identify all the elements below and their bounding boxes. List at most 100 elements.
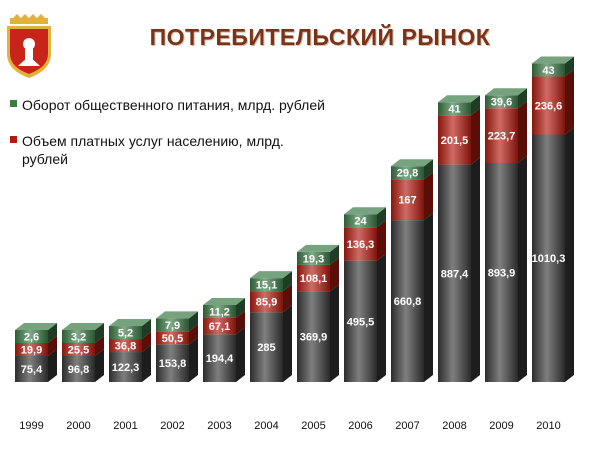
data-label: 25,5 [68,345,89,357]
bar-segment [297,251,330,265]
bar-segment-side [424,172,433,221]
bar-segment-side [189,337,198,382]
bar-stack: 369,9 108,1 19,3 [297,244,339,382]
data-label: 136,3 [347,239,375,251]
bar-segment [485,95,518,109]
data-label: 223,7 [488,131,516,143]
bar-top [391,159,433,167]
data-label: 285 [257,342,275,354]
bar-top [156,311,198,319]
bar-segment-side [565,127,574,382]
bar-segment-side [189,324,198,345]
bar-segment [109,339,142,353]
bar-segment [344,214,377,228]
data-label: 167 [398,195,416,207]
data-label: 96,8 [68,364,89,376]
bar-segment-side [283,305,292,382]
bar-segment-side [330,244,339,265]
data-label: 15,1 [256,280,277,292]
bar-segment [203,317,236,335]
bar-top [485,88,527,96]
x-tick-label: 2000 [66,420,90,432]
bar-segment-side [377,207,386,228]
bar-segment-side [518,156,527,382]
bar-segment-side [471,157,480,382]
bar-stack: 893,9 223,7 39,6 [485,88,527,382]
bar-segment-side [565,56,574,77]
bar-segment [156,331,189,345]
data-label: 194,4 [206,353,234,365]
bar-segment-side [142,345,151,382]
bar-stack: 887,4 201,5 41 [438,95,480,382]
data-label: 122,3 [112,362,140,374]
bar-segment [62,330,95,343]
legend-item-services: Объем платных услуг населению, млрд. руб… [10,132,330,168]
data-label: 24 [354,216,367,228]
data-label: 893,9 [488,268,516,280]
bar-stack: 495,5 136,3 24 [344,207,386,382]
bar-segment [297,264,330,292]
x-tick-label: 2002 [160,420,184,432]
bar-segment-side [283,271,292,292]
bar-segment-side [565,69,574,135]
bar-segment-side [95,323,104,343]
bar-top [532,56,574,64]
bar-segment-side [518,101,527,164]
x-tick-label: 2007 [395,420,419,432]
bar-segment [156,318,189,332]
bar-segment [485,108,518,164]
data-label: 495,5 [347,316,375,328]
data-label: 3,2 [71,332,86,344]
bar-top [250,271,292,279]
bar-segment-side [48,336,57,356]
bar-segment-side [330,284,339,382]
legend-label: Оборот общественного питания, млрд. рубл… [22,97,325,113]
bar-segment [15,330,48,343]
bar-segment-side [236,327,245,382]
coat-of-arms-logo [7,14,51,78]
bar-segment [532,63,565,77]
bar-segment-side [424,159,433,180]
data-label: 85,9 [256,297,277,309]
bar-segment [203,304,236,318]
data-label: 11,2 [209,306,230,318]
x-tick-label: 2009 [489,420,513,432]
bar-segment-side [142,332,151,353]
bar-segment-side [95,349,104,382]
x-tick-label: 2001 [113,420,137,432]
bar-segment-side [330,257,339,292]
bar-segment [15,343,48,356]
bar-segment [250,312,283,382]
data-label: 19,3 [303,253,324,265]
bar-stack: 660,8 167 29,8 [391,159,433,382]
bar-segment-side [48,323,57,343]
data-label: 153,8 [159,358,187,370]
legend-swatch-green [10,100,17,107]
data-label: 369,9 [300,332,328,344]
bar-segment-side [424,213,433,382]
bar-top [438,95,480,103]
bar-segment [438,115,471,165]
data-label: 19,9 [21,345,42,357]
data-label: 75,4 [21,364,43,376]
bar-segment [62,356,95,382]
bar-top [297,244,339,252]
bar-segment [109,352,142,382]
bar-stack: 1010,3 236,6 43 [532,56,574,382]
bar-segment-side [471,95,480,116]
bar-segment [438,164,471,382]
x-tick-label: 2006 [348,420,372,432]
x-tick-label: 2010 [536,420,560,432]
data-label: 36,8 [115,341,136,353]
bar-segment [485,163,518,382]
bar-segment [250,291,283,313]
bar-stack: 96,8 25,53,2 [62,323,104,382]
bar-segment-side [518,88,527,109]
bar-segment-side [377,220,386,261]
bar-segment [344,260,377,382]
bar-segment [532,134,565,382]
x-tick-label: 1999 [19,420,43,432]
legend-item-catering: Оборот общественного питания, млрд. рубл… [10,96,390,114]
bar-segment [156,344,189,382]
